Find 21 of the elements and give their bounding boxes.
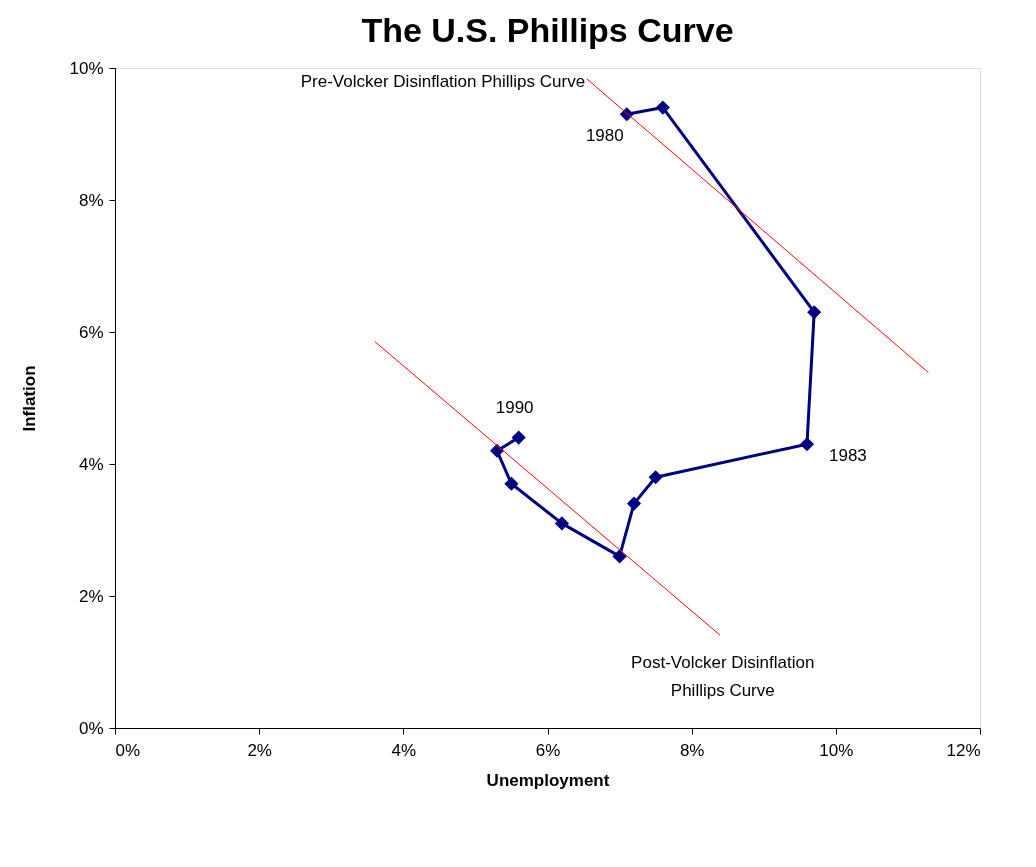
annotation: Post-Volcker Disinflation Phillips Curve (631, 652, 815, 700)
x-tick-label: 0% (115, 740, 141, 760)
x-tick-label: 10% (819, 740, 854, 760)
y-tick-label: 2% (78, 586, 104, 606)
x-tick-label: 4% (391, 740, 417, 760)
annotation: 1983 (829, 446, 867, 466)
y-tick-label: 6% (78, 322, 104, 342)
x-tick-label: 6% (535, 740, 561, 760)
x-tick-label: 8% (679, 740, 705, 760)
annotation: 1990 (495, 397, 534, 417)
annotation: 1980 (585, 126, 624, 146)
y-tick-label: 8% (78, 190, 104, 210)
x-axis-title: Unemployment (486, 770, 610, 790)
x-tick-label: 12% (946, 740, 981, 760)
y-tick-label: 10% (69, 58, 104, 78)
x-tick-label: 2% (247, 740, 272, 760)
y-tick-label: 4% (78, 454, 104, 474)
y-axis-title: Inflation (20, 365, 40, 432)
y-tick-label: 0% (78, 718, 104, 738)
chart-title: The U.S. Phillips Curve (361, 11, 734, 49)
annotation: Pre-Volcker Disinflation Phillips Curve (300, 72, 586, 92)
